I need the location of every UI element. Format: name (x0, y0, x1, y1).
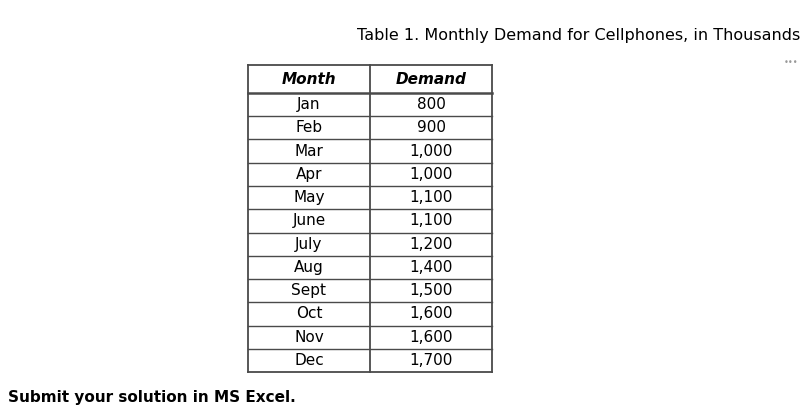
Text: 1,200: 1,200 (410, 237, 453, 251)
Text: May: May (294, 190, 324, 205)
Text: Mar: Mar (294, 144, 324, 159)
Text: Feb: Feb (295, 120, 323, 135)
Text: Aug: Aug (294, 260, 324, 275)
Text: 900: 900 (417, 120, 445, 135)
Text: 1,700: 1,700 (410, 353, 453, 368)
Text: Jan: Jan (298, 97, 320, 112)
Text: Apr: Apr (296, 167, 322, 182)
Text: 1,400: 1,400 (410, 260, 453, 275)
Text: 1,000: 1,000 (410, 144, 453, 159)
Text: 1,000: 1,000 (410, 167, 453, 182)
Text: Demand: Demand (396, 71, 466, 86)
Text: Sept: Sept (291, 283, 327, 298)
Text: Oct: Oct (296, 306, 322, 321)
Text: June: June (293, 213, 326, 228)
Text: •••: ••• (783, 58, 798, 67)
Text: July: July (295, 237, 323, 251)
Text: Month: Month (281, 71, 337, 86)
Text: 1,100: 1,100 (410, 190, 453, 205)
Text: 1,500: 1,500 (410, 283, 453, 298)
Text: 1,600: 1,600 (410, 306, 453, 321)
Text: 800: 800 (417, 97, 445, 112)
Text: Nov: Nov (294, 330, 324, 344)
Text: Dec: Dec (294, 353, 324, 368)
Text: Table 1. Monthly Demand for Cellphones, in Thousands: Table 1. Monthly Demand for Cellphones, … (357, 28, 800, 43)
Text: 1,100: 1,100 (410, 213, 453, 228)
Text: Submit your solution in MS Excel.: Submit your solution in MS Excel. (8, 390, 296, 405)
Text: 1,600: 1,600 (410, 330, 453, 344)
